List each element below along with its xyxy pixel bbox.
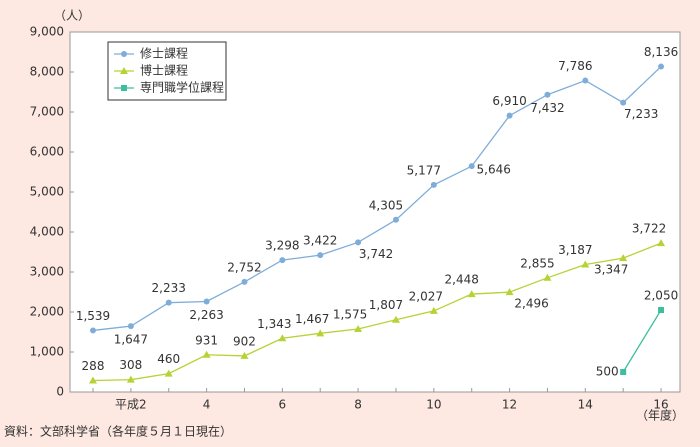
data-label: 3,187 [558,243,592,257]
point [468,163,475,170]
point [165,299,172,306]
point [467,290,476,298]
data-label: 5,646 [477,163,511,177]
y-tick-label: 7,000 [30,105,64,119]
point [89,376,97,384]
data-label: 460 [157,352,180,366]
legend-label: 博士課程 [140,63,188,78]
x-tick-label: 16 [653,398,668,412]
data-label: 1,647 [114,333,148,347]
point [354,325,363,332]
point [240,351,249,359]
point [316,329,325,337]
data-label: 1,807 [369,298,403,312]
data-label: 2,752 [227,260,261,274]
point [392,216,399,223]
point [430,181,437,188]
data-label: 2,448 [445,273,479,287]
data-label: 3,742 [359,247,393,261]
point [620,369,627,375]
data-label: 4,305 [369,198,403,212]
y-tick-label: 1,000 [30,345,64,359]
x-tick-label: 6 [279,398,287,412]
data-label: 6,910 [492,94,526,108]
data-label: 288 [82,359,105,373]
data-label: 7,786 [558,59,592,73]
data-label: 3,347 [594,263,628,277]
point [120,67,128,74]
data-label: 2,027 [409,289,443,303]
data-label: 931 [195,333,218,347]
point [619,254,628,262]
data-label: 3,298 [265,239,299,253]
data-label: 902 [233,334,256,348]
data-label: 2,855 [520,256,554,270]
y-tick-label: 8,000 [30,65,64,79]
point [317,252,324,259]
x-tick-label: 4 [203,398,211,412]
legend-label: 専門職学位課程 [140,80,224,95]
data-label: 308 [119,358,142,372]
y-tick-label: 6,000 [30,145,64,159]
legend-label: 修士課程 [140,46,188,61]
data-label: 1,575 [333,308,367,322]
y-tick-label: 3,000 [30,265,64,279]
point [241,278,248,285]
point [391,315,400,323]
point [543,273,552,281]
point [620,99,627,106]
point [203,298,210,305]
data-label: 3,722 [632,222,666,236]
data-label: 7,432 [530,101,564,115]
data-label: 3,422 [303,234,337,248]
data-label: 2,263 [189,308,223,322]
series-line [92,242,662,382]
point [90,327,96,334]
point [278,334,287,342]
point [505,288,514,296]
point [657,239,666,247]
data-label: 7,233 [624,107,658,121]
x-tick-label: 12 [502,398,517,412]
point [506,112,513,119]
point [202,350,211,358]
x-tick-label: 平成2 [115,398,147,412]
point [355,239,362,246]
y-tick-label: 2,000 [30,305,64,319]
data-label: 500 [596,365,619,379]
point [126,375,135,383]
x-tick-label: 8 [354,398,362,412]
y-tick-label: 9,000 [30,25,64,39]
series-line [622,309,662,373]
data-label: 2,233 [152,281,186,295]
series-line [92,66,662,332]
data-label: 1,343 [257,317,291,331]
x-tick-label: 14 [578,398,593,412]
data-label: 1,539 [76,309,110,323]
data-label: 5,177 [407,163,441,177]
point [658,307,665,313]
y-tick-label: 0 [56,385,64,399]
point [581,260,590,268]
point [544,91,551,98]
x-unit: （年度） [636,408,684,423]
y-unit: （人） [54,9,90,23]
x-tick-label: 10 [426,398,441,412]
y-tick-label: 5,000 [30,185,64,199]
point [164,369,173,377]
source: 資料：文部科学省（各年度５月１日現在） [4,424,232,439]
point [582,77,589,84]
point [279,257,286,264]
point [121,85,127,91]
point [127,323,134,330]
data-label: 2,050 [644,289,678,303]
data-label: 2,496 [514,297,548,311]
point [121,51,127,57]
point [658,63,665,70]
data-label: 8,136 [644,45,678,59]
point [429,306,438,314]
y-tick-label: 4,000 [30,225,64,239]
data-label: 1,467 [295,312,329,326]
